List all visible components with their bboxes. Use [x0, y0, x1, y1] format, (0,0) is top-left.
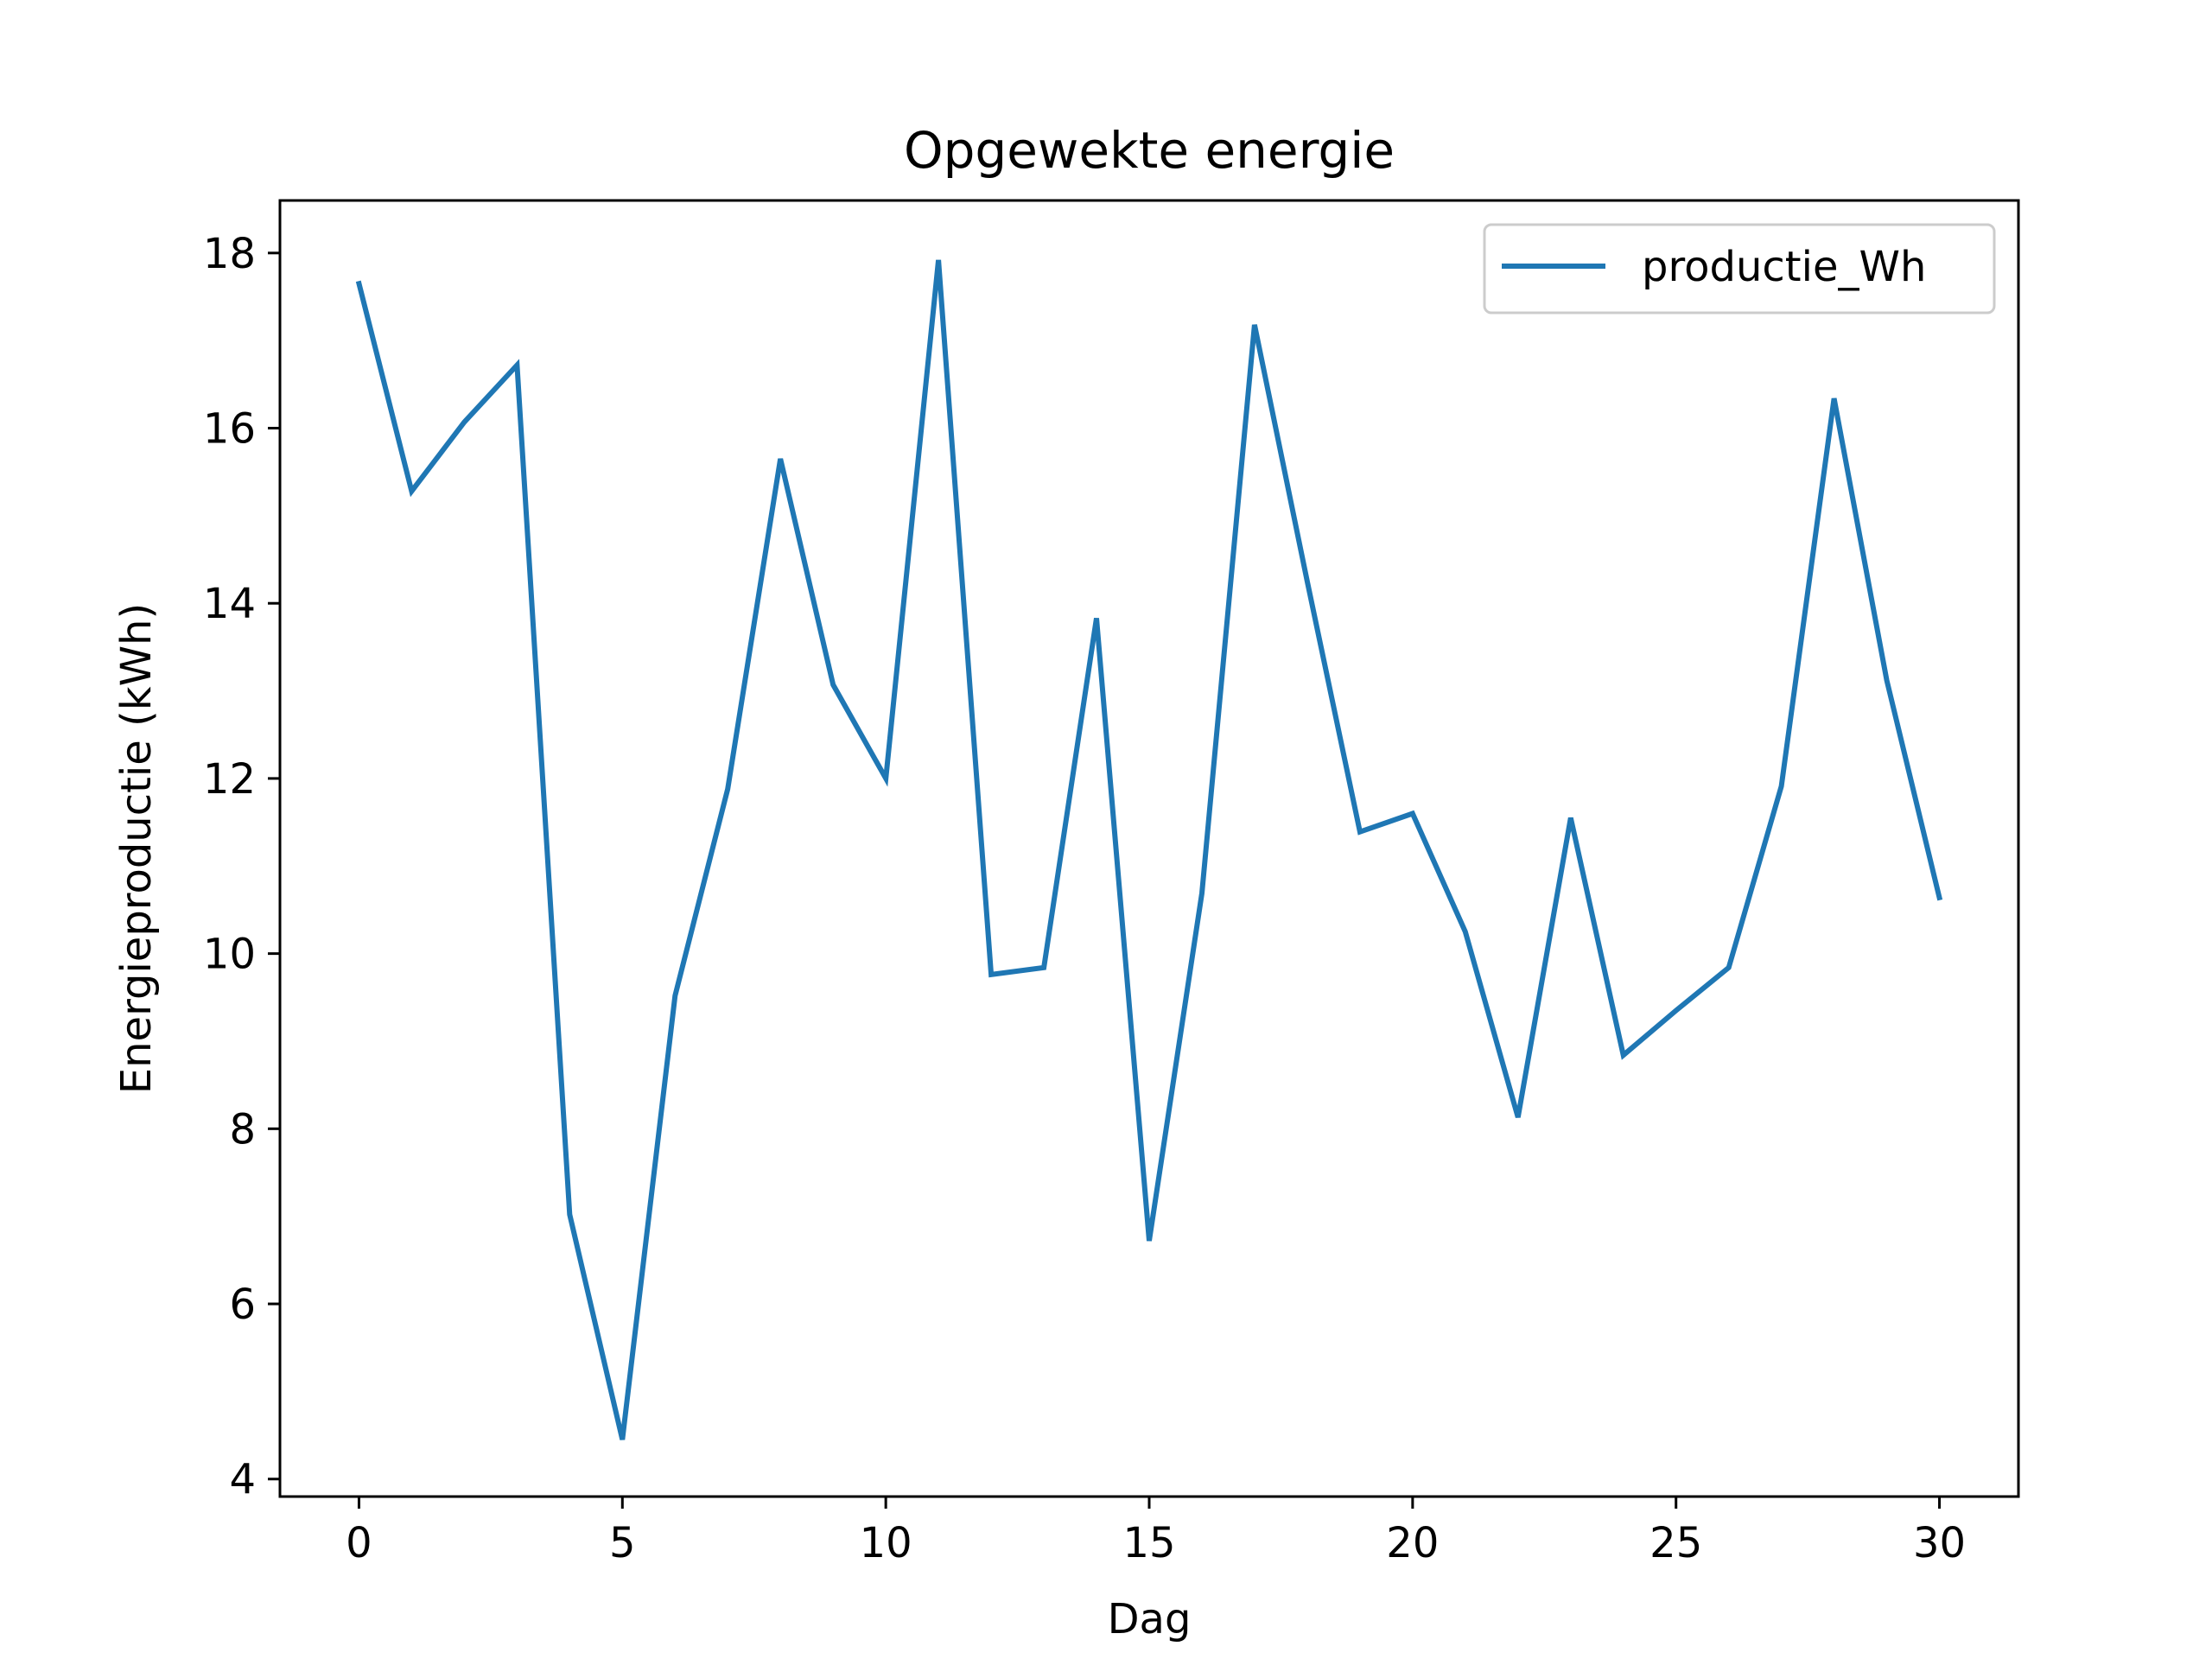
x-axis: 0 5 10 15 20 25 30 [346, 1497, 1966, 1567]
legend-box [1483, 223, 1996, 315]
y-tick-label: 12 [203, 755, 256, 804]
plot-area [355, 259, 1943, 1440]
y-tick-label: 14 [203, 580, 256, 628]
x-tick-label: 5 [609, 1519, 636, 1567]
y-tick-label: 8 [229, 1105, 256, 1154]
x-tick-label: 20 [1386, 1519, 1439, 1567]
y-tick-label: 6 [229, 1281, 256, 1329]
y-axis: 4 6 8 10 12 14 16 18 [203, 230, 280, 1504]
x-tick-label: 15 [1122, 1519, 1175, 1567]
chart-title: Opgewekte energie [904, 121, 1395, 180]
series-line-productie-wh [355, 259, 1943, 1440]
y-tick-label: 4 [229, 1456, 256, 1504]
y-axis-title: Energieproductie (kWh) [112, 603, 161, 1094]
legend-label: productie_Wh [1642, 243, 1926, 291]
x-tick-label: 25 [1649, 1519, 1702, 1567]
x-tick-label: 10 [860, 1519, 912, 1567]
y-tick-label: 10 [203, 931, 256, 979]
legend: productie_Wh [1483, 223, 1996, 315]
x-tick-label: 30 [1913, 1519, 1966, 1567]
x-axis-title: Dag [1108, 1595, 1192, 1643]
y-tick-label: 16 [203, 405, 256, 454]
y-tick-label: 18 [203, 230, 256, 278]
x-tick-label: 0 [346, 1519, 372, 1567]
